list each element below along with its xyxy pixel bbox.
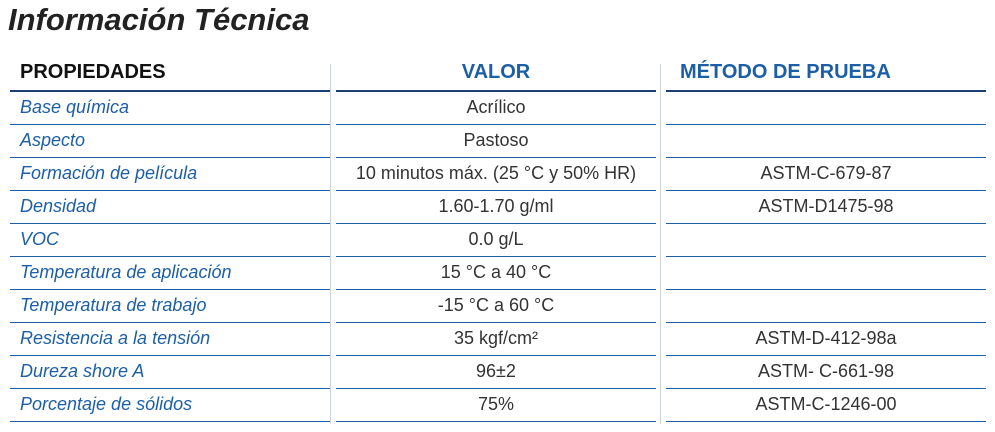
row-rule xyxy=(10,322,330,323)
property-cell: Densidad xyxy=(20,196,97,216)
header-rule xyxy=(336,90,656,92)
column-header: MÉTODO DE PRUEBA xyxy=(680,61,891,83)
property-cell: VOC xyxy=(20,229,60,249)
column-separator xyxy=(330,64,331,424)
row-rule xyxy=(336,322,656,323)
row-rule xyxy=(666,190,986,191)
value-cell: -15 °C a 60 °C xyxy=(437,295,555,315)
column-header: VALOR xyxy=(461,61,531,83)
row-rule xyxy=(10,355,330,356)
column-separator xyxy=(660,64,661,424)
value-cell: 10 minutos máx. (25 °C y 50% HR) xyxy=(355,163,637,183)
value-cell: 1.60-1.70 g/ml xyxy=(438,196,554,216)
row-rule xyxy=(666,355,986,356)
header-rule xyxy=(10,90,330,92)
value-cell: 96±2 xyxy=(476,361,516,381)
row-rule xyxy=(10,421,330,422)
row-rule xyxy=(666,256,986,257)
value-cell: 75% xyxy=(477,394,515,414)
row-rule xyxy=(336,355,656,356)
title: Información Técnica xyxy=(8,2,310,37)
row-rule xyxy=(10,157,330,158)
row-rule xyxy=(336,223,656,224)
property-cell: Resistencia a la tensión xyxy=(20,328,211,348)
row-rule xyxy=(336,157,656,158)
row-rule xyxy=(336,124,656,125)
value-cell: Acrílico xyxy=(466,97,526,117)
row-rule xyxy=(336,421,656,422)
header-rule xyxy=(666,90,986,92)
row-rule xyxy=(666,322,986,323)
property-cell: Temperatura de aplicación xyxy=(20,262,232,282)
method-cell: ASTM- C-661-98 xyxy=(757,361,895,381)
row-rule xyxy=(336,256,656,257)
row-rule xyxy=(10,190,330,191)
value-cell: Pastoso xyxy=(463,130,529,150)
row-rule xyxy=(666,223,986,224)
row-rule xyxy=(666,124,986,125)
row-rule xyxy=(336,388,656,389)
method-cell: ASTM-C-1246-00 xyxy=(755,394,897,414)
value-cell: 0.0 g/L xyxy=(468,229,524,249)
property-cell: Formación de película xyxy=(20,163,198,183)
property-cell: Base química xyxy=(20,97,130,117)
value-cell: 35 kgf/cm² xyxy=(453,328,539,348)
property-cell: Porcentaje de sólidos xyxy=(20,394,193,414)
row-rule xyxy=(666,289,986,290)
column-header: PROPIEDADES xyxy=(20,61,166,83)
row-rule xyxy=(10,289,330,290)
property-cell: Aspecto xyxy=(20,130,86,150)
row-rule xyxy=(10,223,330,224)
row-rule xyxy=(666,157,986,158)
row-rule xyxy=(666,421,986,422)
row-rule xyxy=(10,388,330,389)
row-rule xyxy=(336,289,656,290)
row-rule xyxy=(666,388,986,389)
row-rule xyxy=(10,256,330,257)
value-cell: 15 °C a 40 °C xyxy=(440,262,552,282)
row-rule xyxy=(10,124,330,125)
method-cell: ASTM-C-679-87 xyxy=(760,163,892,183)
row-rule xyxy=(336,190,656,191)
property-cell: Dureza shore A xyxy=(20,361,145,381)
method-cell: ASTM-D-412-98a xyxy=(755,328,897,348)
property-cell: Temperatura de trabajo xyxy=(20,295,207,315)
method-cell: ASTM-D1475-98 xyxy=(758,196,894,216)
